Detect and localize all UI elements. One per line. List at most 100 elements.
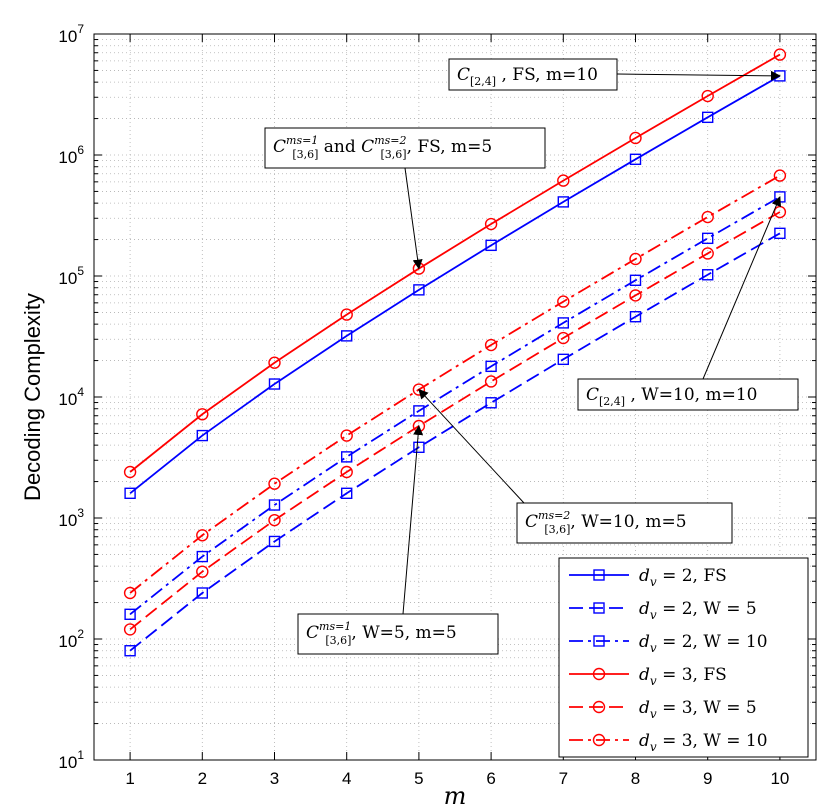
data-point-dv3-w10 — [268, 477, 281, 490]
legend-label: dv = 3, W = 10 — [639, 731, 768, 754]
y-tick-label: 104 — [58, 385, 84, 409]
data-point-dv2-w10 — [485, 360, 497, 373]
data-point-dv2-w10 — [702, 232, 714, 245]
data-point-dv2-w10 — [124, 608, 136, 621]
data-point-dv3-w5 — [123, 623, 137, 636]
legend-item-dv3-w5: dv = 3, W = 5 — [569, 698, 757, 721]
annotation-ann-c36-ms2-w10: Cms=2 [3,6], W=10, m=5 — [418, 388, 733, 544]
annotations: C[2,4] , FS, m=10 Cms=1 [3,6] and Cms=2 [3,… — [264, 58, 799, 655]
data-point-dv3-fs — [340, 308, 353, 321]
y-tick-label: 105 — [58, 264, 84, 288]
annotation-text: Cms=2 [3,6], W=10, m=5 — [525, 509, 687, 536]
legend-item-dv2-fs: dv = 2, FS — [569, 566, 727, 589]
data-point-dv2-fs — [124, 487, 136, 500]
x-tick-label: 7 — [559, 769, 568, 788]
annotation-arrow — [402, 424, 424, 615]
data-point-dv2-w5 — [124, 645, 136, 657]
data-point-dv3-w10 — [196, 529, 209, 542]
annotation-ann-c24-fs: C[2,4] , FS, m=10 — [448, 58, 781, 91]
data-point-dv3-fs — [701, 89, 714, 103]
annotation-arrow — [404, 167, 423, 270]
data-point-dv3-w10 — [484, 338, 498, 352]
data-point-dv2-fs — [413, 284, 425, 296]
annotation-box — [516, 502, 733, 544]
legend-marker — [592, 700, 606, 714]
axes: 1 2 3 4 5 6 7 8 9 10 101 102 103 104 105 106 107 Decoding… — [20, 22, 817, 807]
y-tick-label: 102 — [58, 627, 84, 651]
data-point-dv2-w10 — [629, 274, 642, 286]
annotation-arrow — [616, 70, 781, 81]
data-point-dv2-w10 — [196, 550, 209, 563]
legend-marker — [593, 569, 605, 581]
x-tick-label: 1 — [125, 769, 134, 788]
x-tick-label: 4 — [342, 769, 351, 788]
legend-item-dv3-fs: dv = 3, FS — [569, 665, 727, 688]
series-line-dv2-w5 — [129, 232, 781, 652]
data-point-dv3-w10 — [701, 210, 714, 224]
x-tick-label: 2 — [198, 769, 207, 788]
x-tick-label: 8 — [631, 769, 640, 788]
annotation-text: Cms=1 [3,6], W=5, m=5 — [306, 620, 457, 647]
annotation-box — [448, 58, 618, 91]
data-point-dv3-fs — [268, 356, 281, 369]
legend-marker — [592, 733, 606, 747]
legend-label: dv = 3, W = 5 — [639, 698, 757, 721]
data-point-dv2-fs — [268, 378, 281, 390]
legend-label: dv = 2, W = 5 — [639, 599, 757, 622]
legend-marker — [592, 667, 606, 681]
legend-item-dv2-w5: dv = 2, W = 5 — [569, 599, 757, 622]
data-point-dv2-w10 — [341, 451, 353, 463]
annotation-box — [297, 613, 499, 655]
x-axis-title: m — [444, 782, 467, 807]
data-point-dv2-fs — [629, 153, 642, 165]
data-point-dv2-w10 — [413, 405, 425, 417]
legend: dv = 2, FS dv = 2, W = 5 dv = 2, W = 10 dv … — [558, 557, 809, 758]
annotation-arrow — [418, 388, 525, 504]
data-point-dv3-w5 — [629, 289, 642, 302]
data-point-dv3-fs — [557, 174, 570, 187]
data-point-dv3-fs — [123, 465, 137, 479]
data-point-dv2-w10 — [268, 499, 281, 511]
annotation-text: C[2,4] , FS, m=10 — [457, 65, 598, 88]
data-point-dv2-w5 — [196, 587, 209, 599]
data-point-dv2-w5 — [629, 311, 642, 323]
data-point-dv3-w10 — [773, 169, 787, 182]
data-point-dv2-w5 — [774, 227, 786, 240]
data-point-dv2-w5 — [557, 353, 569, 366]
series-line-dv2-w10 — [129, 196, 781, 616]
y-tick-label: 103 — [58, 506, 84, 530]
data-point-dv3-w5 — [268, 513, 281, 527]
data-point-dv3-w5 — [484, 375, 498, 388]
legend-label: dv = 2, W = 10 — [639, 632, 768, 655]
legend-label: dv = 3, FS — [639, 665, 727, 688]
data-point-dv2-w5 — [485, 397, 497, 409]
data-point-dv2-fs — [485, 239, 497, 252]
data-point-dv2-fs — [341, 330, 353, 342]
data-point-dv3-w5 — [340, 465, 353, 479]
x-tick-label: 3 — [270, 769, 279, 788]
x-tick-label: 10 — [770, 769, 789, 788]
y-tick-label: 107 — [58, 22, 84, 46]
annotation-ann-c24-w10: C[2,4] , W=10, m=10 — [577, 195, 799, 411]
data-point-dv2-fs — [702, 111, 714, 124]
data-point-dv3-fs — [196, 408, 209, 421]
annotation-text: Cms=1 [3,6] and Cms=2 [3,6], FS, m=5 — [273, 134, 492, 161]
legend-box — [558, 557, 809, 758]
annotation-box — [577, 378, 799, 411]
y-tick-label: 101 — [58, 748, 84, 772]
annotation-ann-c36-fs: Cms=1 [3,6] and Cms=2 [3,6], FS, m=5 — [264, 127, 546, 270]
y-axis-title: Decoding Complexity — [20, 293, 45, 501]
legend-marker — [593, 635, 605, 647]
data-point-dv3-w5 — [557, 331, 570, 345]
series-dv3-w5 — [123, 205, 787, 636]
legend-item-dv3-w10: dv = 3, W = 10 — [569, 731, 768, 754]
data-point-dv3-w10 — [557, 295, 570, 308]
annotation-arrow — [702, 195, 782, 380]
y-tick-label: 106 — [58, 143, 84, 167]
series-line-dv2-fs — [129, 75, 781, 495]
x-tick-label: 9 — [703, 769, 712, 788]
data-point-dv2-w10 — [557, 317, 569, 329]
data-point-dv2-w5 — [413, 441, 425, 453]
data-point-dv3-fs — [773, 48, 787, 61]
